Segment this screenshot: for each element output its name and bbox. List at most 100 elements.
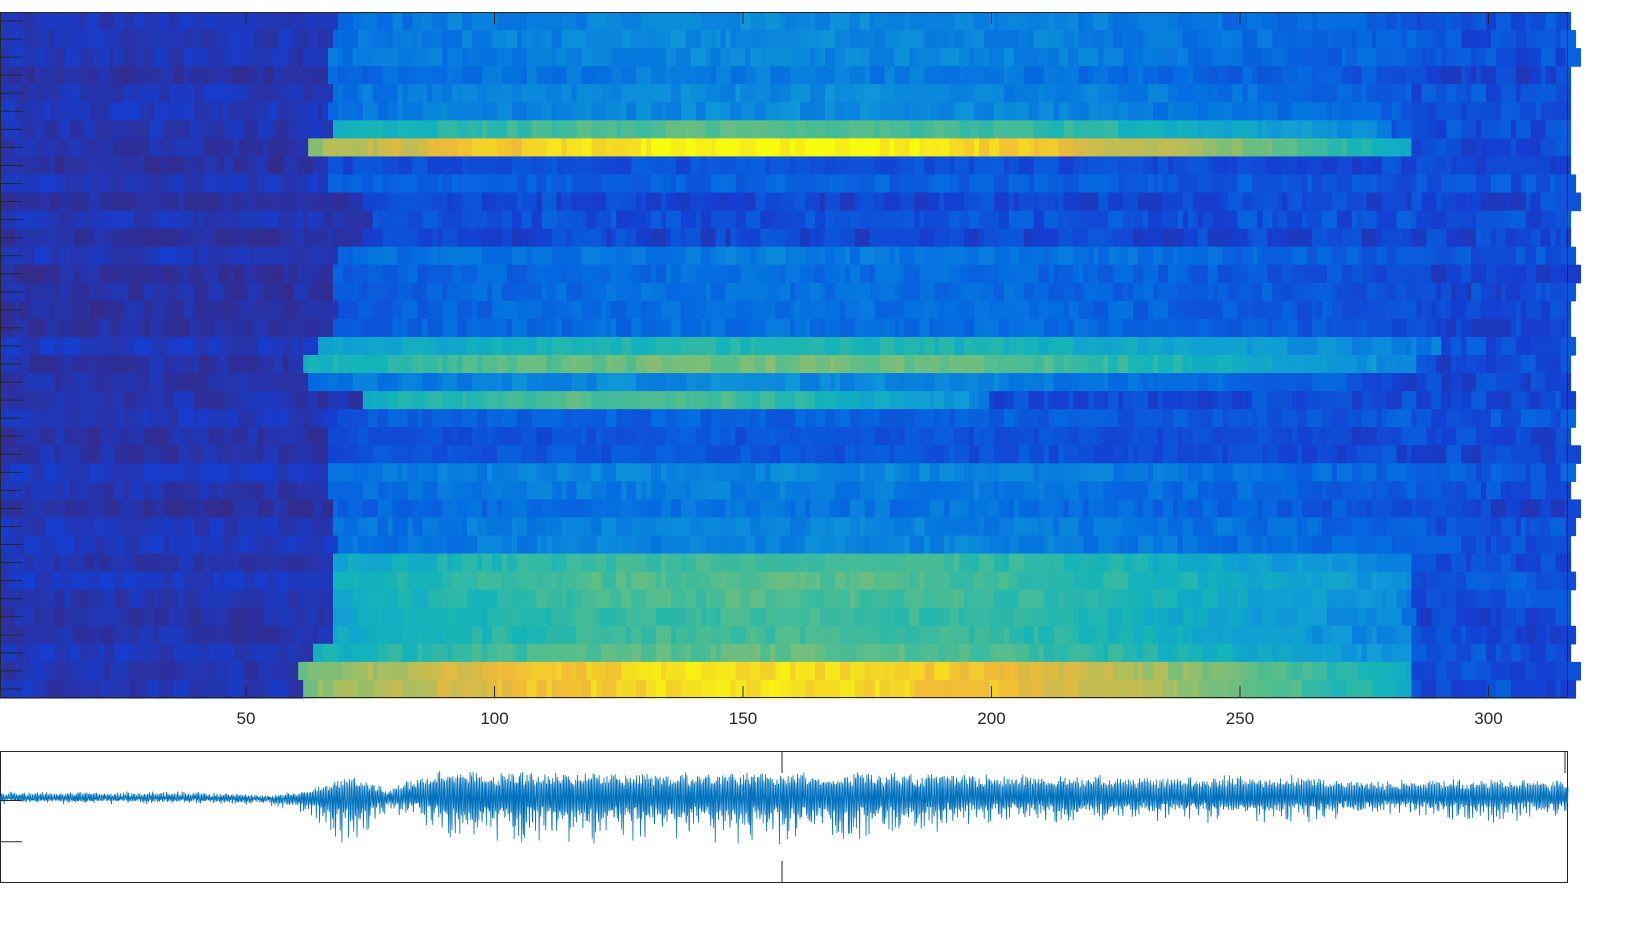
heatmap-cell xyxy=(1088,84,1099,103)
heatmap-cell xyxy=(1167,12,1179,31)
heatmap-cell xyxy=(740,391,752,410)
heatmap-cell xyxy=(1058,192,1065,212)
heatmap-cell xyxy=(601,571,617,591)
heatmap-cell xyxy=(1068,373,1080,392)
heatmap-cell xyxy=(1530,12,1547,31)
heatmap-cell xyxy=(1083,210,1099,230)
heatmap-cell xyxy=(765,499,776,519)
heatmap-cell xyxy=(243,553,255,573)
heatmap-cell xyxy=(29,427,41,446)
heatmap-cell xyxy=(213,30,230,49)
heatmap-cell xyxy=(1058,228,1075,248)
heatmap-cell xyxy=(1148,210,1164,230)
heatmap-cell xyxy=(1431,210,1442,230)
heatmap-cell xyxy=(1083,535,1099,555)
heatmap-cell xyxy=(501,210,508,230)
heatmap-cell xyxy=(586,300,593,320)
heatmap-cell xyxy=(258,499,269,519)
heatmap-cell xyxy=(1113,84,1119,103)
heatmap-cell xyxy=(1406,66,1413,85)
heatmap-cell xyxy=(1426,102,1437,121)
heatmap-cell xyxy=(929,355,940,374)
heatmap-cell xyxy=(1118,300,1134,320)
heatmap-cell xyxy=(397,48,414,67)
heatmap-cell xyxy=(551,174,568,194)
heatmap-cell xyxy=(591,463,602,482)
heatmap-cell xyxy=(1068,102,1080,121)
heatmap-cell xyxy=(656,30,672,49)
heatmap-cell xyxy=(178,300,185,320)
heatmap-cell xyxy=(874,300,886,320)
heatmap-cell xyxy=(397,66,414,85)
heatmap-cell xyxy=(1058,84,1075,103)
heatmap-cell xyxy=(1212,445,1219,464)
heatmap-cell xyxy=(1555,427,1572,446)
heatmap-cell xyxy=(447,30,463,49)
heatmap-cell xyxy=(1515,66,1522,85)
heatmap-cell xyxy=(790,517,806,537)
heatmap-cell xyxy=(164,228,180,248)
heatmap-cell xyxy=(213,427,225,446)
heatmap-cell xyxy=(1451,336,1462,356)
heatmap-cell xyxy=(611,355,627,374)
heatmap-cell xyxy=(402,300,419,320)
heatmap-cell xyxy=(427,228,433,248)
heatmap-cell xyxy=(1098,192,1109,212)
heatmap-cell xyxy=(34,30,51,49)
heatmap-cell xyxy=(1312,138,1328,158)
heatmap-cell xyxy=(1326,228,1343,248)
heatmap-cell xyxy=(104,138,110,158)
heatmap-cell xyxy=(889,409,906,428)
heatmap-cell xyxy=(1153,156,1159,176)
heatmap-cell xyxy=(318,571,334,591)
heatmap-cell xyxy=(989,84,1005,103)
heatmap-cell xyxy=(1277,499,1293,519)
heatmap-cell xyxy=(1287,427,1293,446)
heatmap-cell xyxy=(109,391,125,410)
heatmap-cell xyxy=(34,66,41,85)
heatmap-cell xyxy=(1500,336,1517,356)
heatmap-cell xyxy=(1297,553,1303,573)
heatmap-cell xyxy=(1391,84,1408,103)
heatmap-cell xyxy=(472,138,483,158)
heatmap-cell xyxy=(1088,355,1104,374)
heatmap-cell xyxy=(516,463,528,482)
heatmap-cell xyxy=(571,174,583,194)
heatmap-cell xyxy=(1366,102,1383,121)
heatmap-cell xyxy=(725,174,737,194)
heatmap-cell xyxy=(1043,246,1050,266)
heatmap-cell xyxy=(1406,84,1413,103)
heatmap-cell xyxy=(119,30,135,49)
heatmap-cell xyxy=(964,66,970,85)
heatmap-cell xyxy=(178,246,195,266)
heatmap-cell xyxy=(1515,84,1522,103)
heatmap-cell xyxy=(1560,409,1577,428)
heatmap-cell xyxy=(1436,318,1442,338)
heatmap-cell xyxy=(109,102,125,121)
heatmap-cell xyxy=(1416,499,1427,519)
heatmap-cell xyxy=(760,48,766,67)
heatmap-cell xyxy=(164,264,175,284)
heatmap-cell xyxy=(810,12,816,31)
heatmap-cell xyxy=(412,66,419,85)
heatmap-cell xyxy=(347,174,364,194)
heatmap-cell xyxy=(422,246,429,266)
heatmap-cell xyxy=(1177,120,1184,139)
heatmap-cell xyxy=(1545,463,1562,482)
heatmap-cell xyxy=(815,174,831,194)
heatmap-cell xyxy=(979,535,990,555)
heatmap-cell xyxy=(1048,535,1055,555)
heatmap-cell xyxy=(1227,391,1234,410)
heatmap-cell xyxy=(1366,481,1373,501)
heatmap-cell xyxy=(1063,463,1080,482)
heatmap-cell xyxy=(1138,535,1154,555)
heatmap-cell xyxy=(1172,553,1179,573)
heatmap-cell xyxy=(223,120,235,139)
heatmap-cell xyxy=(541,409,553,428)
heatmap-cell xyxy=(29,355,46,374)
heatmap-cell xyxy=(417,355,424,374)
heatmap-cell xyxy=(770,246,786,266)
heatmap-cell xyxy=(1008,373,1025,392)
heatmap-cell xyxy=(705,48,712,67)
